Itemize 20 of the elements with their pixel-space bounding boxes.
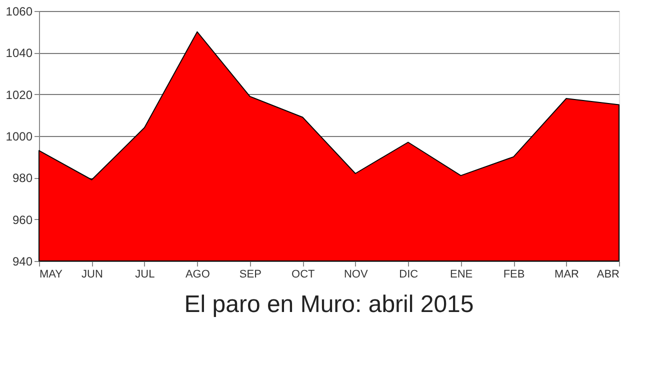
x-tick-label: JUN [82,268,103,280]
x-tick-label: JUL [135,268,155,280]
x-tick-label: ABR [596,268,620,280]
x-tick-label: ENE [450,268,473,280]
y-tick-label: 980 [12,171,33,186]
y-tick-label: 940 [12,254,33,268]
text: El paro en Muro: abril 2015 [184,291,474,318]
x-tick-label: MAY [40,268,64,280]
x-tick-label: SEP [239,268,262,280]
x-tick-label: MAR [554,268,580,280]
y-tick-label: 1060 [6,4,33,18]
x-tick-label: NOV [344,268,368,280]
x-tick-label: FEB [503,268,525,280]
x-tick-label: DIC [399,268,418,280]
x-tick-label: AGO [185,268,210,280]
y-tick-label: 1000 [6,130,33,144]
y-tick-label: 1020 [6,88,33,102]
y-tick-label: 960 [12,212,33,227]
x-tick-label: OCT [292,268,316,280]
y-tick-label: 1040 [6,46,33,60]
